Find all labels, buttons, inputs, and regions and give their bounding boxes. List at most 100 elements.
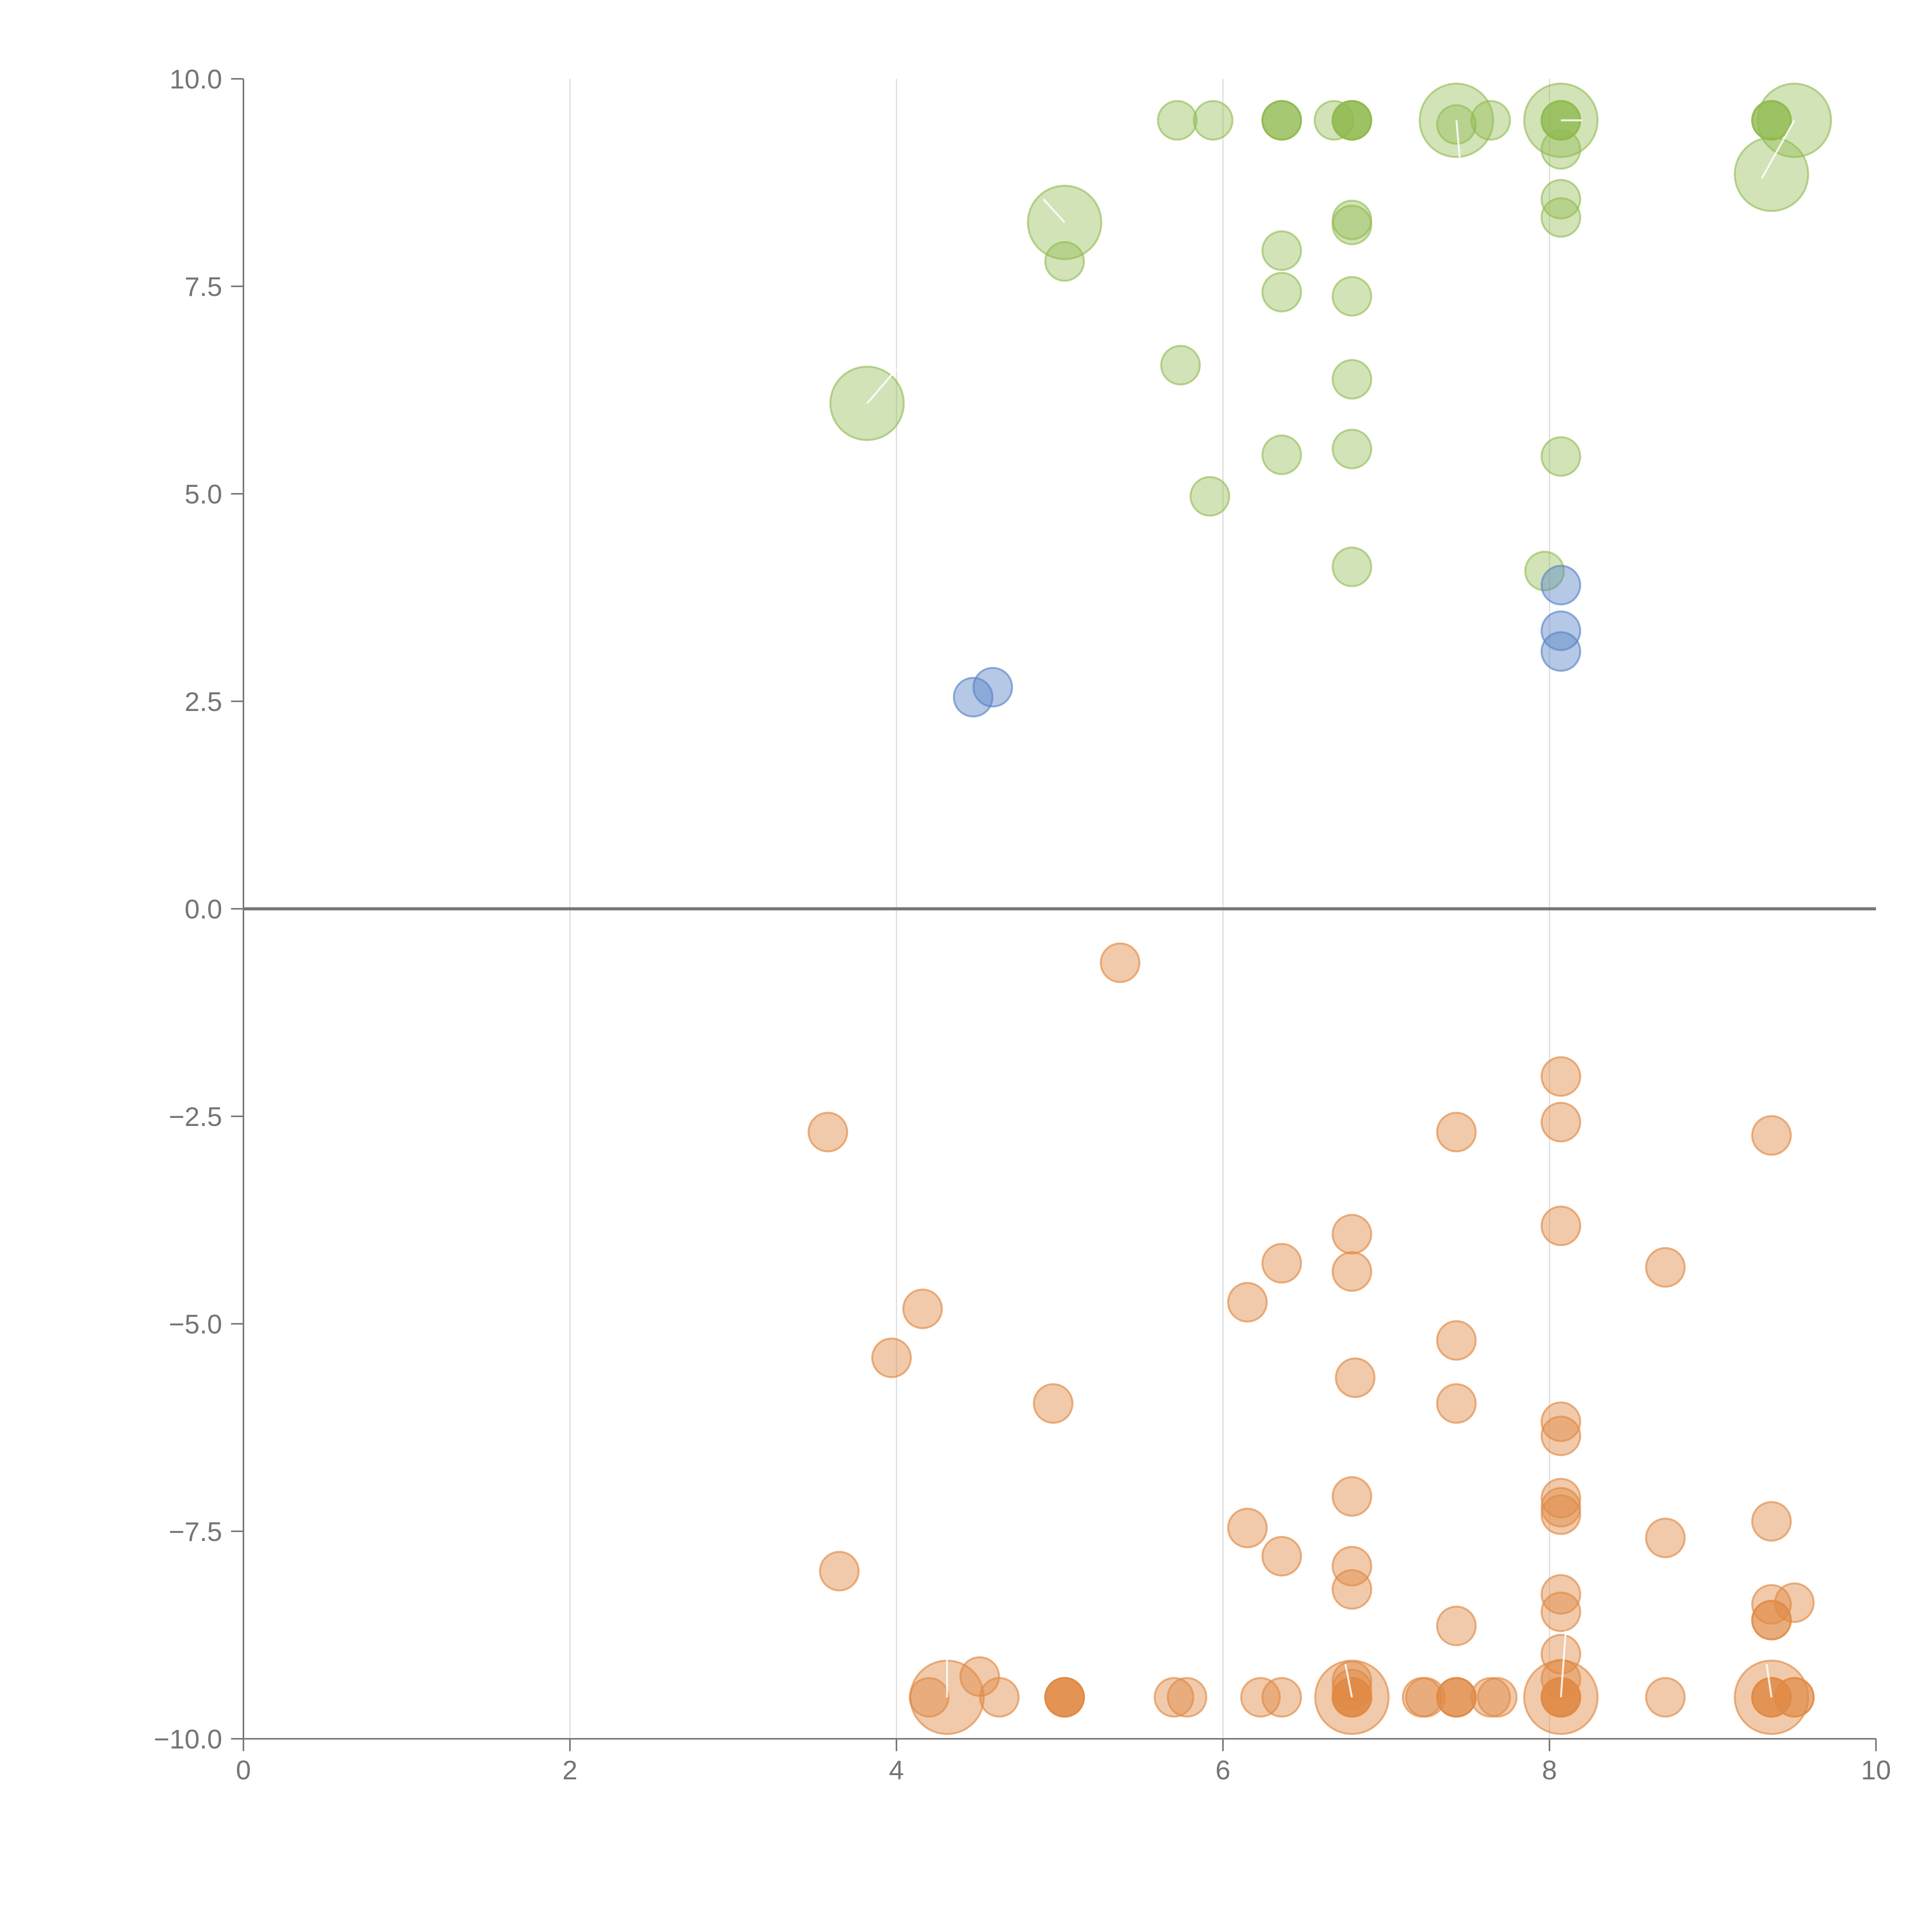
data-point-orange-21 xyxy=(1541,1478,1582,1519)
data-point-orange-1 xyxy=(1541,1056,1582,1097)
data-point-orange-45 xyxy=(979,1677,1020,1718)
data-point-green-5 xyxy=(1313,100,1354,141)
data-point-blue-3 xyxy=(972,667,1013,707)
data-point-orange-37 xyxy=(1436,1605,1477,1646)
data-point-blue-4 xyxy=(953,677,994,718)
y-tick-label: −2.5 xyxy=(169,1102,222,1132)
data-point-green-39 xyxy=(1332,546,1372,587)
y-tick-label: −10.0 xyxy=(154,1724,222,1754)
data-point-orange-17 xyxy=(1436,1383,1477,1424)
leader-lines xyxy=(866,119,1795,1698)
x-tick-label: 2 xyxy=(563,1755,578,1785)
y-tick-label: 5.0 xyxy=(185,479,222,509)
x-tick-label: 8 xyxy=(1542,1755,1557,1785)
leader-line-4 xyxy=(1761,120,1795,179)
data-point-green-29 xyxy=(1261,230,1302,271)
leader-line-6 xyxy=(1344,1664,1353,1698)
data-point-green-32 xyxy=(1160,345,1201,386)
data-point-green-40 xyxy=(1524,551,1565,592)
data-points xyxy=(808,82,1832,1735)
leader-line-7 xyxy=(1560,1631,1567,1697)
data-point-orange-4 xyxy=(1436,1112,1477,1153)
series-blue xyxy=(953,565,1582,718)
data-point-orange-34 xyxy=(1541,1591,1582,1632)
data-point-orange-7 xyxy=(1332,1214,1372,1255)
data-point-orange-51 xyxy=(1167,1677,1208,1718)
data-point-orange-8 xyxy=(1261,1243,1302,1284)
x-tick-label: 10 xyxy=(1861,1755,1891,1785)
data-point-green-12 xyxy=(1470,100,1511,141)
data-point-green-9 xyxy=(1332,100,1372,141)
data-point-orange-2 xyxy=(1541,1102,1582,1143)
data-point-orange-15 xyxy=(1335,1357,1376,1398)
x-tick-label: 6 xyxy=(1216,1755,1231,1785)
data-point-blue-0 xyxy=(1541,565,1582,605)
data-point-orange-63 xyxy=(1436,1677,1477,1718)
data-point-green-37 xyxy=(1541,436,1582,477)
data-point-orange-23 xyxy=(1541,1494,1582,1535)
leader-line-2 xyxy=(1455,120,1461,158)
data-point-orange-13 xyxy=(1436,1320,1477,1361)
data-point-orange-27 xyxy=(1261,1536,1302,1577)
data-point-orange-50 xyxy=(1153,1677,1194,1718)
data-point-orange-14 xyxy=(871,1337,912,1378)
data-point-green-22 xyxy=(1734,136,1810,212)
x-tick-label: 0 xyxy=(236,1755,251,1785)
data-point-orange-16 xyxy=(1033,1383,1074,1424)
data-point-green-30 xyxy=(1261,272,1302,313)
y-tick-label: 2.5 xyxy=(185,687,222,717)
data-point-blue-2 xyxy=(1541,631,1582,672)
data-point-green-38 xyxy=(1189,476,1230,517)
data-point-orange-19 xyxy=(1541,1415,1582,1456)
data-point-orange-10 xyxy=(1645,1247,1686,1288)
data-point-orange-11 xyxy=(1227,1282,1268,1323)
data-point-orange-49 xyxy=(1044,1677,1085,1718)
x-axis-ticks: 0 2 4 6 8 10 xyxy=(236,1739,1891,1785)
leader-line-0 xyxy=(866,369,897,404)
data-point-orange-30 xyxy=(1332,1569,1372,1610)
leader-line-1 xyxy=(1043,198,1066,223)
data-point-green-24 xyxy=(1541,197,1582,238)
leader-line-8 xyxy=(1765,1664,1773,1697)
data-point-green-23 xyxy=(1541,179,1582,219)
data-point-orange-44 xyxy=(909,1677,949,1718)
y-tick-label: 0.0 xyxy=(185,894,222,924)
data-point-orange-28 xyxy=(1332,1546,1372,1587)
data-point-orange-3 xyxy=(808,1112,849,1153)
x-tick-label: 4 xyxy=(889,1755,904,1785)
data-point-green-4 xyxy=(1261,100,1302,141)
data-point-green-33 xyxy=(1332,359,1372,400)
data-point-orange-32 xyxy=(1751,1584,1792,1625)
data-point-orange-65 xyxy=(1477,1677,1518,1718)
data-point-green-36 xyxy=(1332,429,1372,469)
data-point-orange-77 xyxy=(1774,1677,1815,1718)
data-point-orange-6 xyxy=(1541,1206,1582,1247)
data-point-orange-18 xyxy=(1541,1401,1582,1442)
data-point-orange-33 xyxy=(1774,1582,1815,1623)
data-point-orange-52 xyxy=(1240,1677,1281,1718)
data-point-orange-42 xyxy=(1332,1668,1372,1709)
data-point-orange-12 xyxy=(902,1288,943,1329)
y-tick-label: −7.5 xyxy=(169,1517,222,1547)
data-point-orange-29 xyxy=(819,1551,860,1592)
data-point-green-27 xyxy=(1332,204,1372,245)
y-tick-label: −5.0 xyxy=(169,1309,222,1339)
data-point-orange-25 xyxy=(1227,1507,1268,1548)
data-point-green-20 xyxy=(1751,100,1792,141)
data-point-orange-0 xyxy=(1100,942,1141,983)
y-axis-ticks: 10.0 7.5 5.0 2.5 0.0 −2.5 −5.0 −7.5 −10.0 xyxy=(154,64,243,1754)
data-point-orange-20 xyxy=(1332,1476,1372,1517)
data-point-orange-71 xyxy=(1645,1677,1686,1718)
data-point-green-0 xyxy=(1157,100,1198,141)
series-orange xyxy=(808,942,1815,1735)
data-point-blue-1 xyxy=(1541,610,1582,651)
data-point-orange-53 xyxy=(1261,1677,1302,1718)
data-point-orange-26 xyxy=(1645,1517,1686,1558)
y-tick-label: 10.0 xyxy=(170,64,222,94)
data-point-green-17 xyxy=(1541,129,1582,170)
data-point-orange-24 xyxy=(1751,1501,1792,1542)
data-point-green-35 xyxy=(1261,434,1302,475)
data-point-orange-60 xyxy=(1405,1677,1446,1718)
